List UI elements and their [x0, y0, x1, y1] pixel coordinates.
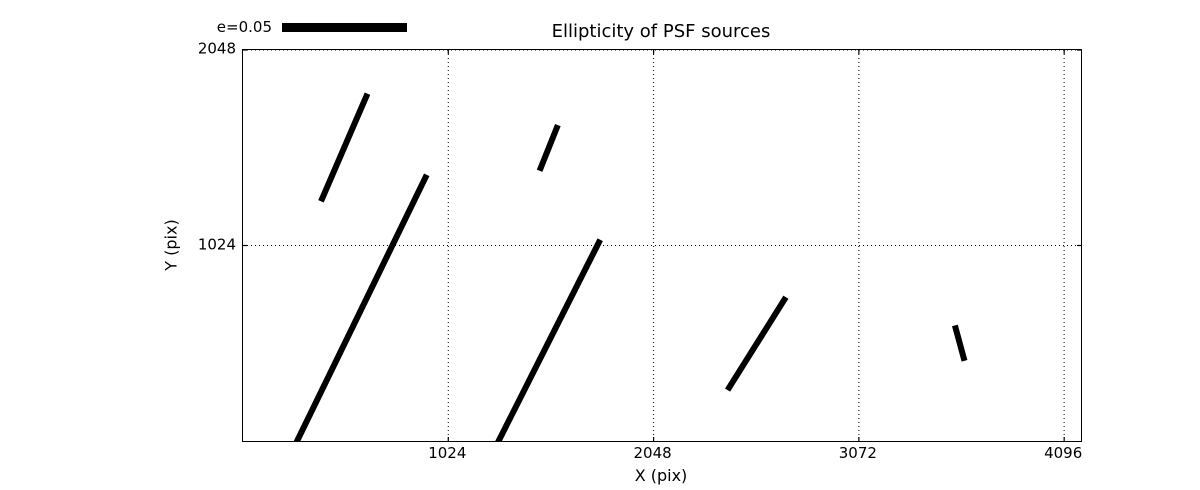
plot-svg [243, 50, 1081, 441]
whisker-segment-4 [495, 238, 603, 441]
whisker-segment-3 [536, 123, 561, 172]
x-tick-label-1024: 1024 [428, 444, 467, 462]
y-tick-label-1024: 1024 [197, 235, 236, 253]
whisker-segment-6 [952, 324, 968, 362]
plot-area [242, 49, 1082, 442]
legend-scale-bar [282, 23, 407, 32]
y-tick-label-2048: 2048 [197, 39, 236, 58]
x-tick-label-3072: 3072 [838, 444, 877, 462]
x-tick-label-4096: 4096 [1044, 444, 1083, 462]
chart-title: Ellipticity of PSF sources [551, 21, 771, 42]
whisker-segment-2 [293, 173, 430, 441]
legend-label: e=0.05 [216, 18, 272, 36]
whisker-segment-5 [725, 295, 789, 392]
x-tick-label-2048: 2048 [633, 444, 672, 462]
x-axis-label: X (pix) [634, 466, 688, 485]
whisker-segment-1 [318, 92, 371, 203]
